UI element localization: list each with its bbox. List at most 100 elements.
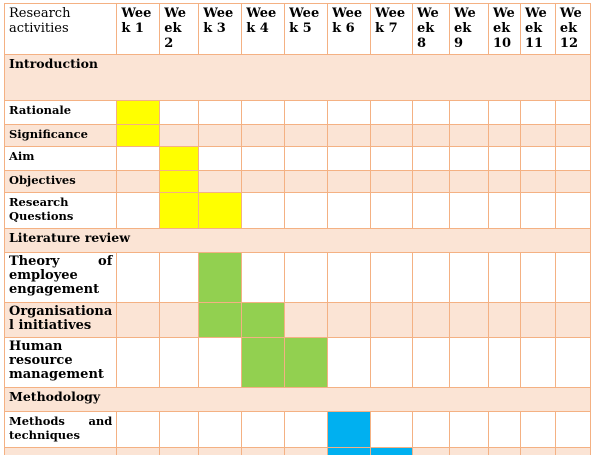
empty-cell <box>159 411 200 448</box>
empty-cell <box>116 252 161 303</box>
activity-label: Significance <box>3 124 118 147</box>
empty-cell <box>284 124 329 147</box>
table-body: Introduction Rationale Significance Aim Obje… <box>3 54 591 455</box>
section-label: Introduction <box>4 54 591 101</box>
section-row: Methodology <box>4 387 591 412</box>
table-header: Research activities Wee k 1 We ek 2 Wee k 3… <box>3 3 591 55</box>
scheduled-cell <box>116 124 161 147</box>
empty-cell <box>554 411 591 448</box>
task-row: Human resource management <box>3 337 591 388</box>
research-timeline-table: Research activities Wee k 1 We ek 2 Wee k 3… <box>3 3 591 455</box>
empty-cell <box>327 124 372 147</box>
empty-cell <box>116 170 161 193</box>
empty-cell <box>519 192 556 229</box>
empty-cell <box>327 146 372 171</box>
task-row: Rationale <box>3 100 591 125</box>
header-week-5: Wee k 5 <box>284 3 329 55</box>
empty-cell <box>241 170 286 193</box>
empty-cell <box>198 146 243 171</box>
empty-cell <box>327 100 372 125</box>
empty-cell <box>327 170 372 193</box>
empty-cell <box>554 192 591 229</box>
empty-cell <box>241 100 286 125</box>
empty-cell <box>198 170 243 193</box>
empty-cell <box>284 170 329 193</box>
empty-cell <box>554 100 591 125</box>
scheduled-cell <box>116 100 161 125</box>
section-row: Introduction <box>4 54 591 101</box>
empty-cell <box>241 411 286 448</box>
activity-label: Aim <box>3 146 118 171</box>
header-week-10: We ek 10 <box>487 3 521 55</box>
empty-cell <box>284 302 329 338</box>
empty-cell <box>412 100 450 125</box>
activity-label: Human resource management <box>3 337 118 388</box>
empty-cell <box>519 411 556 448</box>
header-week-12: We ek 12 <box>554 3 591 55</box>
empty-cell <box>519 170 556 193</box>
empty-cell <box>448 252 489 303</box>
header-week-7: Wee k 7 <box>370 3 414 55</box>
empty-cell <box>159 100 200 125</box>
activity-label: Objectives <box>3 170 118 193</box>
empty-cell <box>412 252 450 303</box>
empty-cell <box>487 170 521 193</box>
empty-cell <box>370 170 414 193</box>
scheduled-cell <box>370 447 414 455</box>
empty-cell <box>448 170 489 193</box>
activity-label: Methods and techniques <box>3 411 118 448</box>
scheduled-cell <box>159 146 200 171</box>
header-week-3: Wee k 3 <box>198 3 243 55</box>
empty-cell <box>327 302 372 338</box>
activity-label: Theory of employee engagement <box>3 252 118 303</box>
empty-cell <box>241 192 286 229</box>
scheduled-cell <box>241 337 286 388</box>
empty-cell <box>116 447 161 455</box>
empty-cell <box>554 124 591 147</box>
header-week-1: Wee k 1 <box>116 3 161 55</box>
empty-cell <box>370 302 414 338</box>
scheduled-cell <box>327 411 372 448</box>
empty-cell <box>159 302 200 338</box>
empty-cell <box>159 124 200 147</box>
empty-cell <box>487 192 521 229</box>
header-week-2: We ek 2 <box>159 3 200 55</box>
empty-cell <box>159 447 200 455</box>
empty-cell <box>448 447 489 455</box>
empty-cell <box>519 124 556 147</box>
empty-cell <box>448 146 489 171</box>
task-row: Aim <box>3 146 591 171</box>
empty-cell <box>487 302 521 338</box>
empty-cell <box>448 100 489 125</box>
header-week-4: Wee k 4 <box>241 3 286 55</box>
activity-label: Rationale <box>3 100 118 125</box>
activity-label: Organisationa l initiatives <box>3 302 118 338</box>
empty-cell <box>554 170 591 193</box>
header-activities: Research activities <box>3 3 118 55</box>
empty-cell <box>284 146 329 171</box>
empty-cell <box>487 447 521 455</box>
empty-cell <box>412 411 450 448</box>
empty-cell <box>412 146 450 171</box>
empty-cell <box>448 124 489 147</box>
header-week-9: We ek 9 <box>448 3 489 55</box>
empty-cell <box>370 124 414 147</box>
empty-cell <box>327 252 372 303</box>
empty-cell <box>284 447 329 455</box>
empty-cell <box>327 337 372 388</box>
empty-cell <box>116 302 161 338</box>
empty-cell <box>370 411 414 448</box>
empty-cell <box>554 337 591 388</box>
empty-cell <box>284 100 329 125</box>
empty-cell <box>327 192 372 229</box>
header-week-11: We ek 11 <box>519 3 556 55</box>
activity-label <box>3 447 118 455</box>
scheduled-cell <box>198 302 243 338</box>
empty-cell <box>554 252 591 303</box>
empty-cell <box>519 100 556 125</box>
empty-cell <box>241 124 286 147</box>
task-row: Research Questions <box>3 192 591 229</box>
task-row: Objectives <box>3 170 591 193</box>
empty-cell <box>519 302 556 338</box>
empty-cell <box>487 146 521 171</box>
